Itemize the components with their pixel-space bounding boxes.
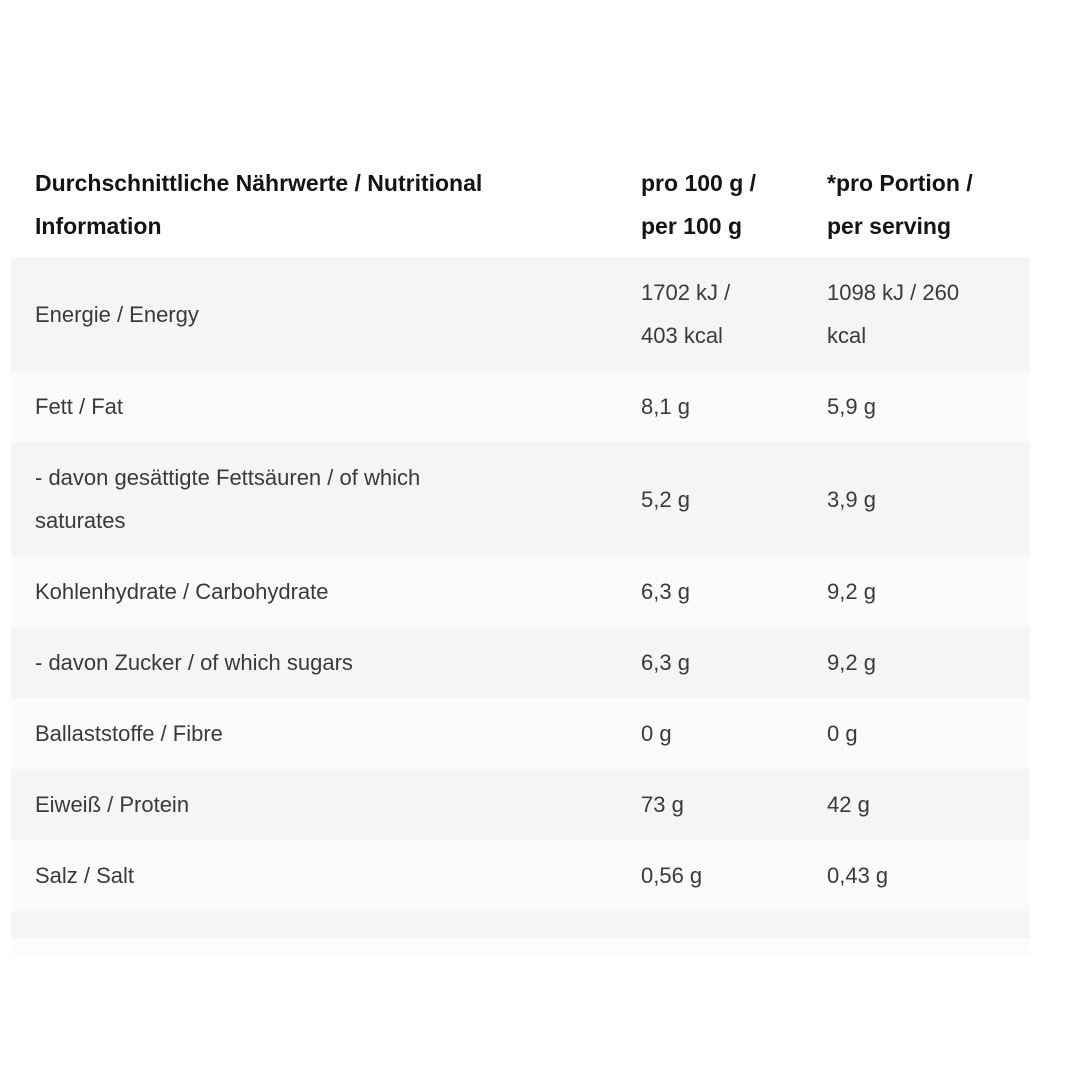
row-value-per-serving: 9,2 g xyxy=(827,579,876,604)
header-per-100g-column: pro 100 g / per 100 g xyxy=(641,170,757,239)
row-value-per-100g: 6,3 g xyxy=(641,650,690,675)
header-nutrient-column: Durchschnittliche Nährwerte / Nutritiona… xyxy=(35,170,483,239)
row-value-per-serving: 9,2 g xyxy=(827,650,876,675)
row-value-per-serving: 0 g xyxy=(827,721,858,746)
table-footer-row xyxy=(11,911,1030,938)
row-value-per-serving: 0,43 g xyxy=(827,863,889,888)
row-value-per-serving: 3,9 g xyxy=(827,486,876,512)
row-label: Eiweiß / Protein xyxy=(35,792,190,817)
table-row-carbohydrate: Kohlenhydrate / Carbohydrate 6,3 g 9,2 g xyxy=(11,556,1030,627)
table-row-sugars: - davon Zucker / of which sugars 6,3 g 9… xyxy=(11,627,1030,698)
table-header-row: Durchschnittliche Nährwerte / Nutritiona… xyxy=(11,150,1030,257)
row-label: Salz / Salt xyxy=(35,863,135,888)
row-value-per-100g: 0 g xyxy=(641,721,672,746)
row-value-per-100g: 0,56 g xyxy=(641,863,703,888)
row-label: Energie / Energy xyxy=(35,301,199,327)
nutrition-table: Durchschnittliche Nährwerte / Nutritiona… xyxy=(11,150,1030,956)
row-value-per-100g: 1702 kJ / 403 kcal xyxy=(641,280,731,348)
row-value-per-serving: 5,9 g xyxy=(827,394,876,419)
row-value-per-100g: 5,2 g xyxy=(641,486,690,512)
table-row-saturates: - davon gesättigte Fettsäuren / of which… xyxy=(11,442,1030,556)
row-value-per-serving: 1098 kJ / 260 kcal xyxy=(827,280,960,348)
row-label: - davon Zucker / of which sugars xyxy=(35,650,353,675)
header-per-serving-column: *pro Portion / per serving xyxy=(827,170,973,239)
table-row-energy: Energie / Energy 1702 kJ / 403 kcal 1098… xyxy=(11,257,1030,371)
row-value-per-100g: 8,1 g xyxy=(641,394,690,419)
row-value-per-100g: 6,3 g xyxy=(641,579,690,604)
row-label: - davon gesättigte Fettsäuren / of which… xyxy=(35,465,421,533)
table-row-salt: Salz / Salt 0,56 g 0,43 g xyxy=(11,840,1030,911)
table-row-fibre: Ballaststoffe / Fibre 0 g 0 g xyxy=(11,698,1030,769)
table-row-protein: Eiweiß / Protein 73 g 42 g xyxy=(11,769,1030,840)
table-footer-fade xyxy=(11,938,1030,956)
row-label: Fett / Fat xyxy=(35,394,124,419)
row-label: Ballaststoffe / Fibre xyxy=(35,721,223,746)
row-value-per-serving: 42 g xyxy=(827,792,870,817)
row-value-per-100g: 73 g xyxy=(641,792,684,817)
row-label: Kohlenhydrate / Carbohydrate xyxy=(35,579,329,604)
table-row-fat: Fett / Fat 8,1 g 5,9 g xyxy=(11,371,1030,442)
